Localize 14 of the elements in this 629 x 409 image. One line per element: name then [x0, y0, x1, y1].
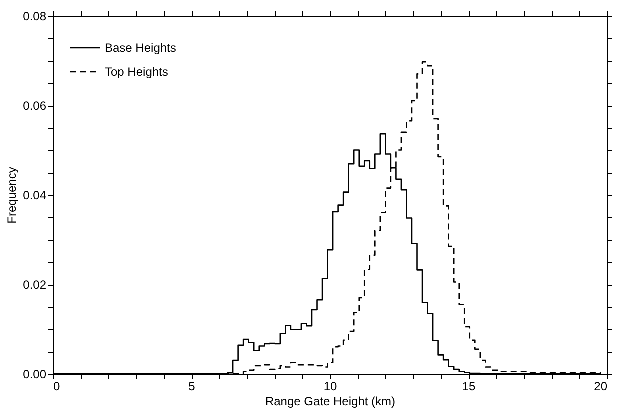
x-tick-label: 0	[54, 380, 60, 394]
y-axis-title: Frequency	[5, 167, 20, 224]
x-tick-label: 5	[188, 380, 196, 394]
legend-label: Top Heights	[105, 65, 168, 79]
x-tick-label: 10	[324, 380, 338, 394]
legend-label: Base Heights	[105, 41, 176, 55]
y-tick-label: 0.06	[23, 99, 47, 113]
y-tick-label: 0.02	[23, 278, 47, 292]
y-tick-label: 0.04	[23, 188, 47, 202]
y-tick-label: 0.08	[23, 10, 47, 24]
x-tick-label: 15	[462, 380, 476, 394]
y-tick-label: 0.00	[23, 368, 47, 382]
x-tick-label: 20	[594, 380, 608, 394]
x-axis-title: Range Gate Height (km)	[265, 394, 396, 408]
